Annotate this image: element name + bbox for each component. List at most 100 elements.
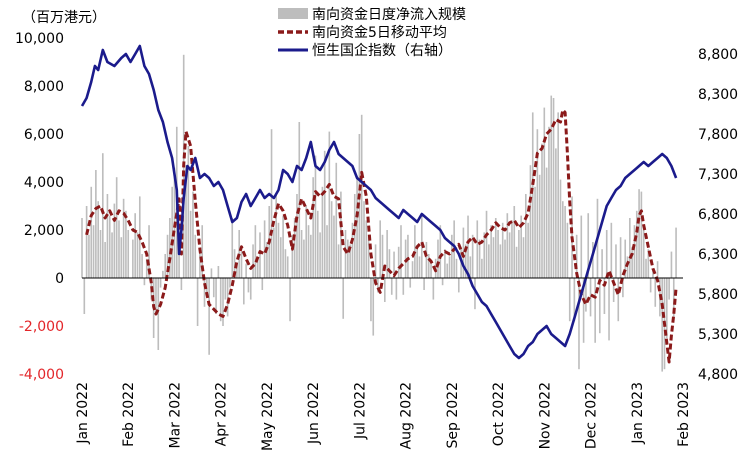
flow-bar bbox=[437, 239, 439, 278]
flow-bar bbox=[515, 246, 518, 278]
index-line-layer bbox=[80, 44, 678, 360]
flow-bar bbox=[88, 234, 90, 278]
flow-bar bbox=[654, 278, 657, 307]
flow-bar bbox=[277, 222, 280, 278]
flow-bar bbox=[531, 112, 534, 279]
flow-bar bbox=[215, 278, 217, 314]
flow-bar bbox=[603, 278, 606, 314]
flow-bar bbox=[192, 191, 194, 278]
flow-bar bbox=[210, 268, 213, 278]
flow-bar bbox=[240, 251, 243, 278]
left-tick-label: 6,000 bbox=[24, 127, 64, 143]
flow-bar bbox=[407, 234, 409, 278]
flow-bar bbox=[506, 213, 509, 278]
flow-bar bbox=[187, 146, 190, 278]
flow-bar bbox=[282, 215, 284, 278]
flow-bar bbox=[631, 246, 633, 278]
flow-bar bbox=[497, 230, 499, 278]
flow-bar bbox=[249, 278, 252, 300]
flow-bar bbox=[273, 227, 275, 278]
right-tick-label: 7,800 bbox=[698, 127, 738, 143]
flow-bar bbox=[95, 170, 97, 278]
flow-bar bbox=[284, 249, 287, 278]
flow-bar bbox=[254, 225, 257, 278]
right-tick-label: 4,800 bbox=[698, 367, 738, 383]
flow-bar bbox=[289, 278, 291, 322]
flow-bar bbox=[457, 278, 460, 293]
flow-bar bbox=[111, 232, 113, 278]
x-tick-label: Feb 2023 bbox=[676, 382, 692, 447]
flow-bar bbox=[286, 256, 289, 278]
flow-bar bbox=[612, 278, 615, 302]
flow-bar bbox=[333, 215, 335, 278]
flow-bar bbox=[566, 222, 569, 278]
flow-bar bbox=[326, 225, 328, 278]
daily-flow-bars bbox=[81, 54, 677, 372]
x-axis-ticks: Jan 2022 Feb 2022 Mar 2022 Apr 2022 May 2022… bbox=[75, 382, 692, 451]
flow-bar bbox=[360, 114, 363, 278]
x-tick-label: Apr 2022 bbox=[214, 382, 230, 446]
flow-bar bbox=[490, 225, 492, 278]
flow-bar bbox=[605, 230, 608, 278]
flow-bar bbox=[157, 278, 160, 350]
flow-bar bbox=[647, 249, 650, 278]
right-tick-label: 6,800 bbox=[698, 207, 738, 223]
flow-bar bbox=[356, 177, 358, 278]
flow-bar bbox=[164, 254, 167, 278]
flow-bar bbox=[619, 237, 622, 278]
flow-bar bbox=[610, 222, 613, 278]
flow-bar bbox=[256, 258, 259, 278]
x-tick-label: Jul 2022 bbox=[352, 382, 368, 440]
flow-bar bbox=[601, 249, 603, 278]
flow-bar bbox=[642, 230, 645, 278]
flow-bar bbox=[90, 186, 93, 278]
flow-bar bbox=[427, 254, 430, 278]
flow-bar bbox=[279, 237, 282, 278]
right-tick-label: 5,300 bbox=[698, 327, 738, 343]
legend: 南向资金日度净流入规模 南向资金5日移动平均 恒生国企指数（右轴） bbox=[278, 7, 466, 59]
x-tick-label: Mar 2022 bbox=[167, 382, 183, 449]
flow-bar bbox=[471, 234, 474, 278]
flow-bar bbox=[488, 244, 490, 278]
x-tick-label: Feb 2022 bbox=[121, 382, 137, 447]
flow-bar bbox=[649, 278, 652, 293]
flow-bar bbox=[411, 261, 414, 278]
flow-bar bbox=[518, 230, 520, 278]
x-tick-label: Oct 2022 bbox=[491, 382, 507, 446]
flow-bar bbox=[504, 239, 506, 278]
flow-bar bbox=[594, 278, 596, 343]
flow-bar bbox=[291, 234, 294, 278]
flow-bar bbox=[629, 218, 631, 278]
flow-bar bbox=[310, 234, 312, 278]
flow-bar bbox=[476, 220, 479, 278]
left-tick-label: 4,000 bbox=[24, 175, 64, 191]
x-tick-label: Aug 2022 bbox=[399, 382, 415, 449]
flow-bar bbox=[335, 162, 338, 278]
flow-bar bbox=[585, 278, 587, 312]
flow-bar bbox=[550, 95, 553, 278]
flow-bar bbox=[245, 263, 247, 278]
left-tick-label: 0 bbox=[55, 271, 64, 287]
flow-bar bbox=[589, 278, 592, 317]
legend-label-ma: 南向资金5日移动平均 bbox=[312, 25, 447, 41]
flow-bar bbox=[328, 131, 331, 278]
flow-bar bbox=[145, 258, 148, 278]
right-tick-label: 5,800 bbox=[698, 287, 738, 303]
flow-bar bbox=[252, 244, 254, 278]
flow-bar bbox=[118, 220, 120, 278]
flow-bar bbox=[208, 278, 210, 355]
flow-bar bbox=[178, 234, 180, 278]
flow-bar bbox=[587, 213, 590, 278]
flow-bar bbox=[617, 278, 620, 322]
flow-bar bbox=[347, 239, 349, 278]
flow-bar bbox=[575, 234, 578, 278]
flow-bar bbox=[481, 258, 483, 278]
right-tick-label: 8,300 bbox=[698, 87, 738, 103]
flow-bar bbox=[513, 206, 516, 278]
flow-bar bbox=[159, 278, 162, 288]
flow-bar bbox=[199, 249, 201, 278]
flow-bar bbox=[656, 261, 659, 278]
flow-bar bbox=[390, 278, 393, 295]
flow-bar bbox=[97, 201, 99, 278]
flow-bar bbox=[402, 278, 405, 295]
